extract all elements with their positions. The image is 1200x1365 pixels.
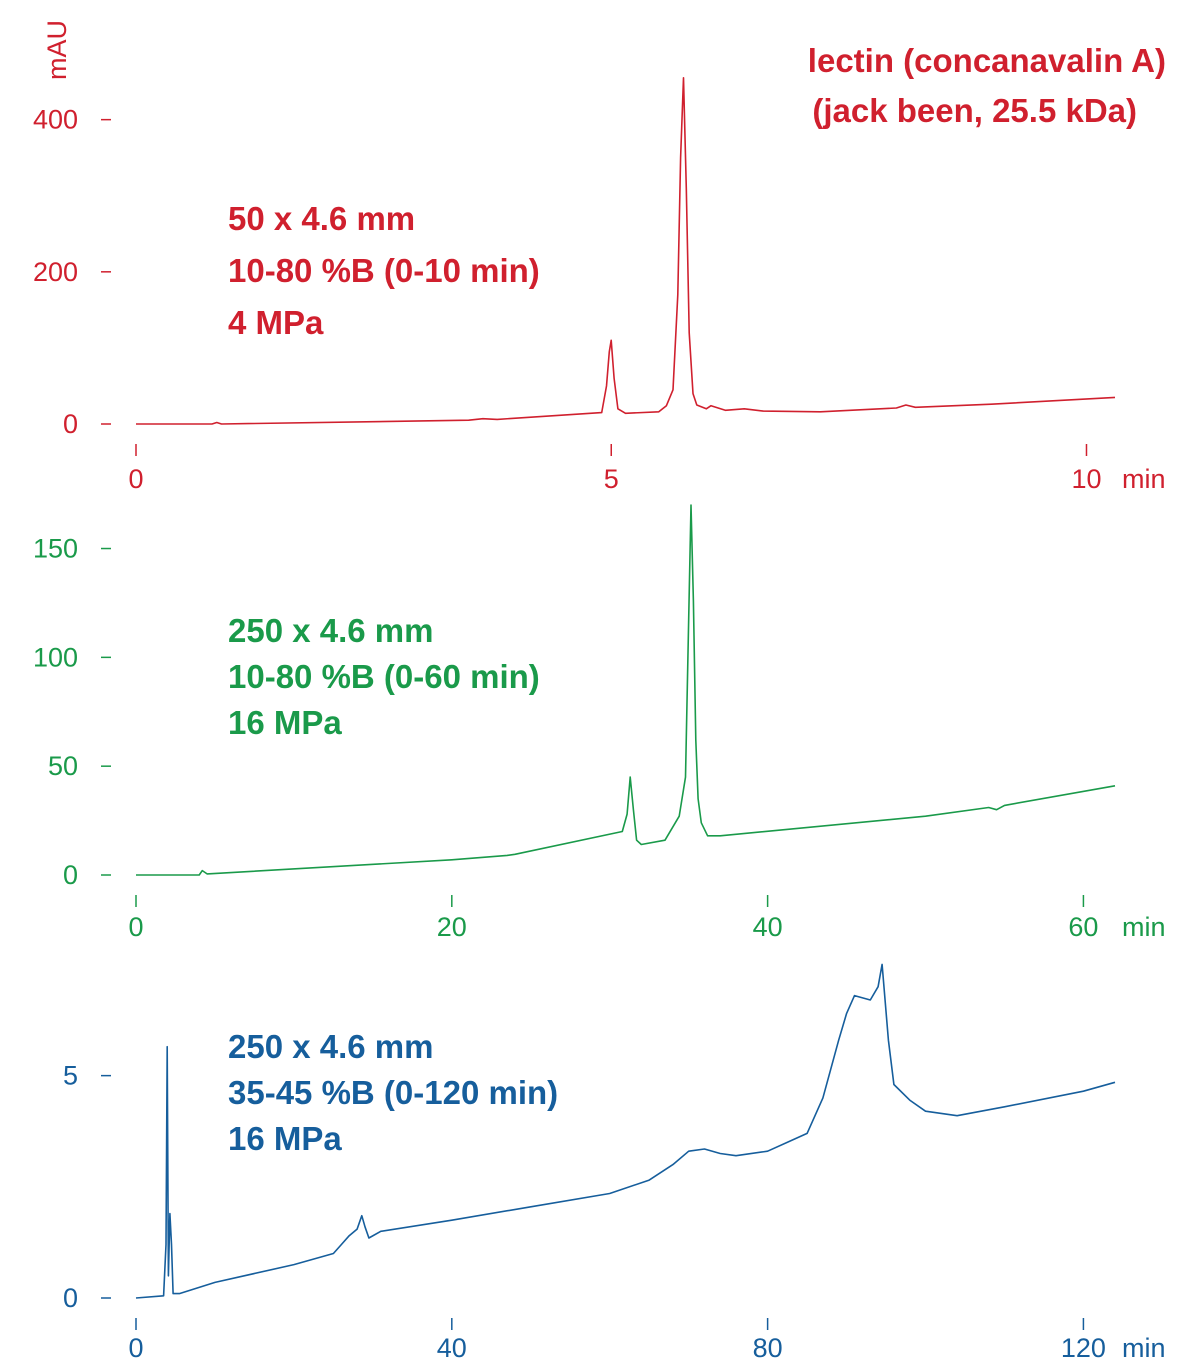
chromatogram-panel-3: 0 5 0 40 80 120 min 250 x 4.6 mm 35-45 %B (0-120… <box>63 963 1166 1363</box>
x-tick-label: 40 <box>753 912 783 942</box>
y-tick-label: 400 <box>33 105 78 135</box>
y-tick-label: 200 <box>33 257 78 287</box>
x-tick-label: 40 <box>437 1333 467 1363</box>
chart-title-line-2: (jack been, 25.5 kDa) <box>812 92 1137 129</box>
y-axis-unit-label: mAU <box>42 20 72 80</box>
chromatogram-panel-1: 0 200 400 0 5 10 min 50 x 4.6 mm 10-80 %B (0-10 … <box>33 77 1166 494</box>
x-tick-label: 120 <box>1061 1333 1106 1363</box>
y-tick-label: 100 <box>33 642 78 672</box>
chromatogram-trace <box>135 963 1116 1299</box>
x-axis-unit-label: min <box>1122 912 1166 942</box>
method-info-line: 250 x 4.6 mm <box>228 612 433 649</box>
x-tick-label: 0 <box>128 1333 143 1363</box>
y-tick-label: 5 <box>63 1061 78 1091</box>
method-info-line: 16 MPa <box>228 704 342 741</box>
x-tick-label: 20 <box>437 912 467 942</box>
x-tick-label: 0 <box>128 912 143 942</box>
x-tick-label: 80 <box>753 1333 783 1363</box>
y-tick-label: 150 <box>33 534 78 564</box>
x-tick-label: 5 <box>604 464 619 494</box>
x-tick-label: 0 <box>128 464 143 494</box>
method-info-line: 35-45 %B (0-120 min) <box>228 1074 558 1111</box>
chromatogram-trace <box>136 504 1116 876</box>
x-axis-unit-label: min <box>1122 464 1166 494</box>
x-tick-label: 10 <box>1071 464 1101 494</box>
y-tick-label: 0 <box>63 1283 78 1313</box>
y-tick-label: 0 <box>63 860 78 890</box>
chromatogram-trace <box>136 77 1116 425</box>
method-info-line: 50 x 4.6 mm <box>228 200 415 237</box>
x-axis-unit-label: min <box>1122 1333 1166 1363</box>
method-info-line: 10-80 %B (0-10 min) <box>228 252 540 289</box>
chromatogram-panel-2: 0 50 100 150 0 20 40 60 min 250 x 4.6 mm 10-80 %B … <box>33 504 1166 942</box>
y-tick-label: 0 <box>63 409 78 439</box>
method-info-line: 16 MPa <box>228 1120 342 1157</box>
y-tick-label: 50 <box>48 751 78 781</box>
chart-title-line-1: lectin (concanavalin A) <box>808 42 1166 79</box>
method-info-line: 250 x 4.6 mm <box>228 1028 433 1065</box>
method-info-line: 10-80 %B (0-60 min) <box>228 658 540 695</box>
method-info-line: 4 MPa <box>228 304 324 341</box>
x-tick-label: 60 <box>1068 912 1098 942</box>
